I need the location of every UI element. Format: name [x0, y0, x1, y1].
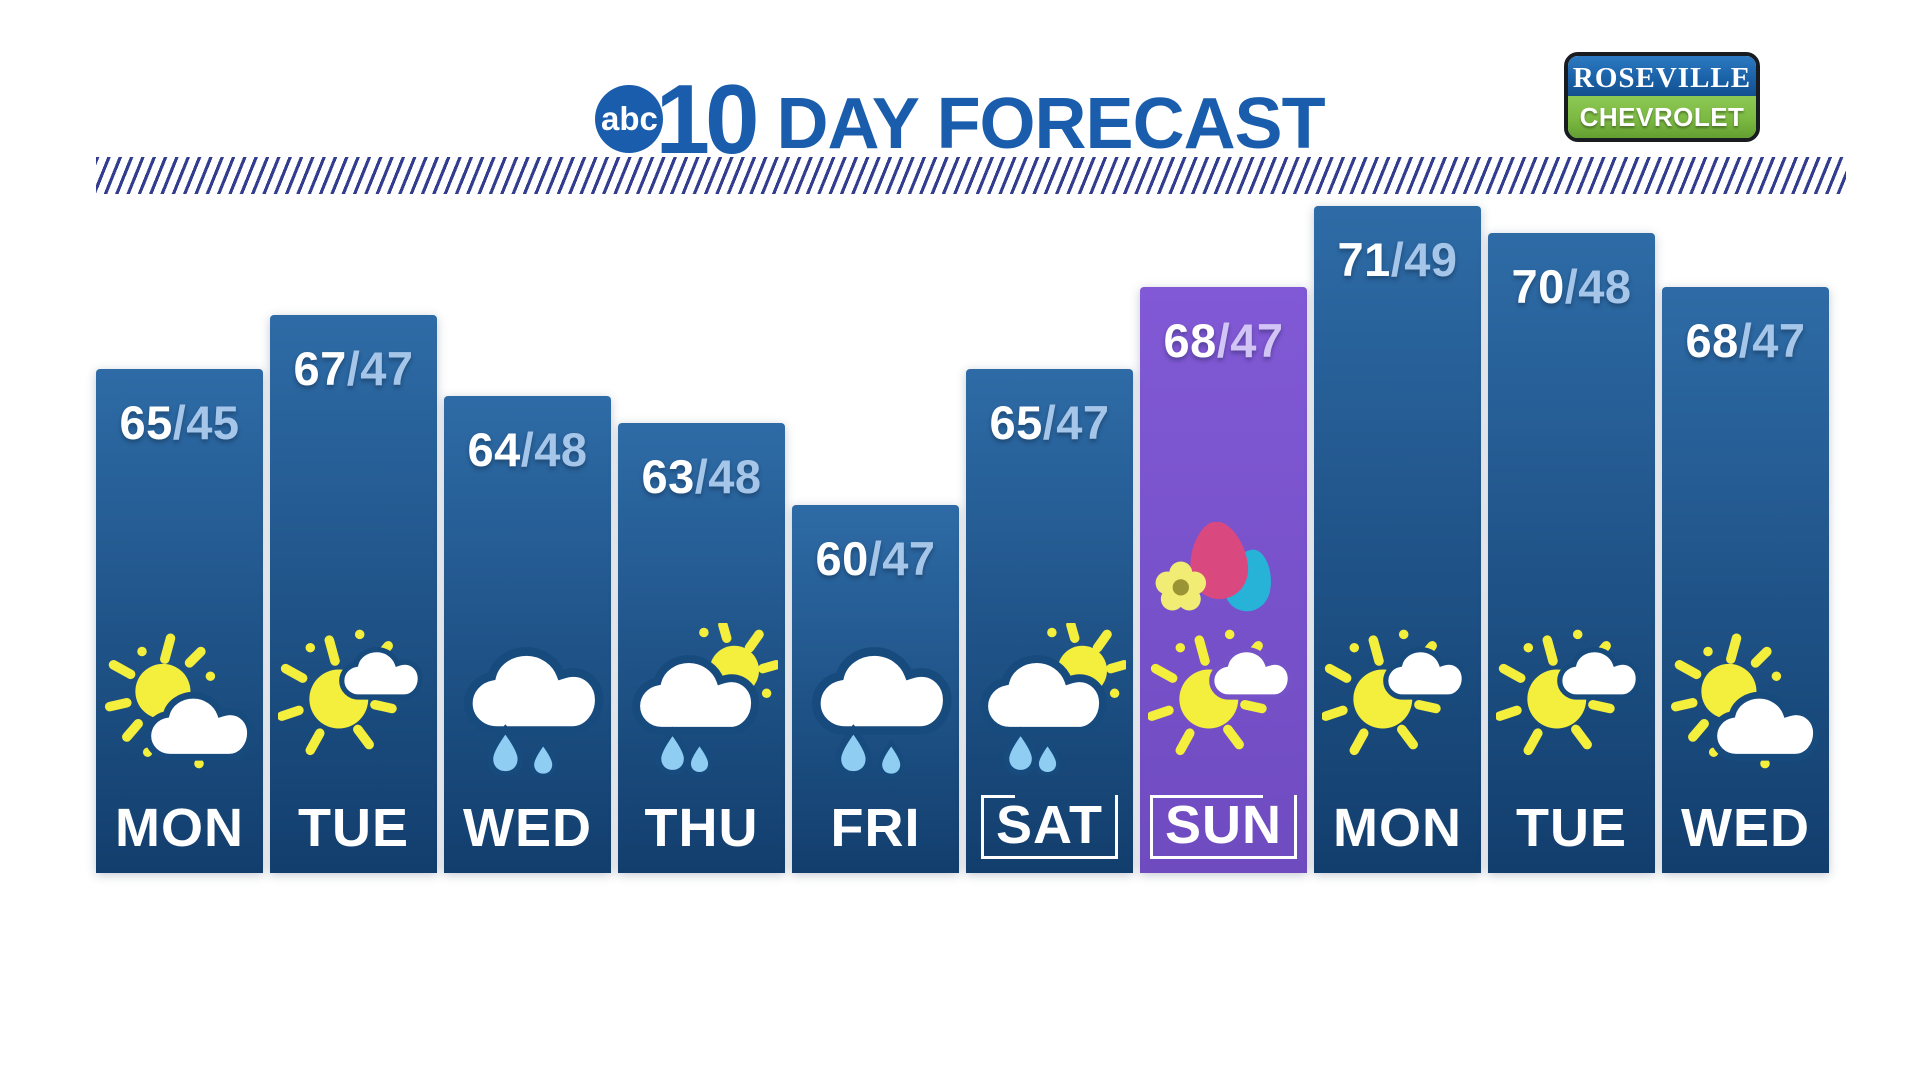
- day-label: WED: [463, 798, 592, 858]
- low-temp: 48: [534, 423, 588, 476]
- day-label: FRI: [830, 798, 921, 858]
- forecast-bar-fri1: 60/47 FRI: [792, 505, 959, 873]
- temperature-reading: 68/47: [1140, 313, 1307, 368]
- high-temp: 65: [119, 396, 173, 449]
- high-temp: 70: [1511, 260, 1565, 313]
- page-title: abc 10 DAY FORECAST: [0, 70, 1920, 168]
- temperature-reading: 68/47: [1662, 313, 1829, 368]
- low-temp: 49: [1404, 233, 1458, 286]
- temperature-reading: 63/48: [618, 449, 785, 504]
- sun-showers-icon: [626, 623, 778, 775]
- low-temp: 45: [186, 396, 240, 449]
- low-temp: 47: [1230, 314, 1284, 367]
- low-temp: 48: [1578, 260, 1632, 313]
- forecast-bar-tue1: 67/47 TUE: [270, 315, 437, 873]
- abc-logo-icon: abc: [595, 85, 664, 153]
- temp-separator: /: [868, 532, 883, 585]
- sponsor-logo: ROSEVILLE CHEVROLET: [1564, 52, 1760, 142]
- forecast-bar-tue2: 70/48 TUE: [1488, 233, 1655, 873]
- temperature-reading: 70/48: [1488, 259, 1655, 314]
- temp-separator: /: [346, 342, 361, 395]
- easter-eggs-icon: [1155, 522, 1278, 616]
- forecast-bar-mon1: 65/45 MON: [96, 369, 263, 873]
- rain-icon: [800, 623, 952, 775]
- temp-separator: /: [1564, 260, 1579, 313]
- temp-separator: /: [520, 423, 535, 476]
- day-label: SAT: [966, 794, 1133, 859]
- partly-cloudy-icon: [104, 623, 256, 775]
- high-temp: 67: [293, 342, 347, 395]
- mostly-sunny-icon: [1322, 623, 1474, 775]
- high-temp: 68: [1163, 314, 1217, 367]
- day-label: MON: [115, 798, 244, 858]
- high-temp: 71: [1337, 233, 1391, 286]
- temperature-reading: 65/47: [966, 395, 1133, 450]
- forecast-bar-thu1: 63/48 THU: [618, 423, 785, 873]
- temp-separator: /: [694, 450, 709, 503]
- day-label: MON: [1333, 798, 1462, 858]
- temperature-reading: 60/47: [792, 531, 959, 586]
- day-label: WED: [1681, 798, 1810, 858]
- mostly-sunny-icon: [278, 623, 430, 775]
- low-temp: 47: [1056, 396, 1110, 449]
- title-text: DAY FORECAST: [776, 84, 1325, 164]
- forecast-bar-mon2: 71/49 MON: [1314, 206, 1481, 873]
- high-temp: 68: [1685, 314, 1739, 367]
- abc-logo-text: abc: [601, 100, 658, 137]
- temp-separator: /: [1390, 233, 1405, 286]
- temperature-reading: 64/48: [444, 422, 611, 477]
- sponsor-dealer-name: ROSEVILLE: [1568, 56, 1756, 97]
- forecast-bar-sat: 65/47 SAT: [966, 369, 1133, 873]
- temp-separator: /: [172, 396, 187, 449]
- channel-10-label: 10: [655, 64, 759, 174]
- day-label: THU: [644, 798, 759, 858]
- forecast-bars: 65/45 MON 67/47 TUE 64/48 WED 63/48 THU …: [96, 0, 1836, 873]
- low-temp: 47: [1752, 314, 1806, 367]
- high-temp: 63: [641, 450, 695, 503]
- temperature-reading: 65/45: [96, 395, 263, 450]
- temp-separator: /: [1216, 314, 1231, 367]
- mostly-sunny-icon: [1148, 623, 1300, 775]
- temp-separator: /: [1738, 314, 1753, 367]
- temperature-reading: 71/49: [1314, 232, 1481, 287]
- low-temp: 47: [360, 342, 414, 395]
- temperature-reading: 67/47: [270, 341, 437, 396]
- sun-showers-icon: [974, 623, 1126, 775]
- high-temp: 60: [815, 532, 869, 585]
- forecast-bar-sun-easter: 68/47 SUN: [1140, 287, 1307, 873]
- flower-icon: [1155, 561, 1206, 611]
- low-temp: 47: [882, 532, 936, 585]
- day-label: SUN: [1140, 794, 1307, 859]
- mostly-sunny-icon: [1496, 623, 1648, 775]
- temp-separator: /: [1042, 396, 1057, 449]
- day-label: TUE: [298, 798, 409, 858]
- rain-icon: [452, 623, 604, 775]
- low-temp: 48: [708, 450, 762, 503]
- partly-cloudy-icon: [1670, 623, 1822, 775]
- forecast-bar-wed2: 68/47 WED: [1662, 287, 1829, 873]
- high-temp: 64: [467, 423, 521, 476]
- high-temp: 65: [989, 396, 1043, 449]
- sponsor-brand-name: CHEVROLET: [1568, 96, 1756, 138]
- hatched-divider: [96, 157, 1846, 194]
- forecast-bar-wed1: 64/48 WED: [444, 396, 611, 873]
- day-label: TUE: [1516, 798, 1627, 858]
